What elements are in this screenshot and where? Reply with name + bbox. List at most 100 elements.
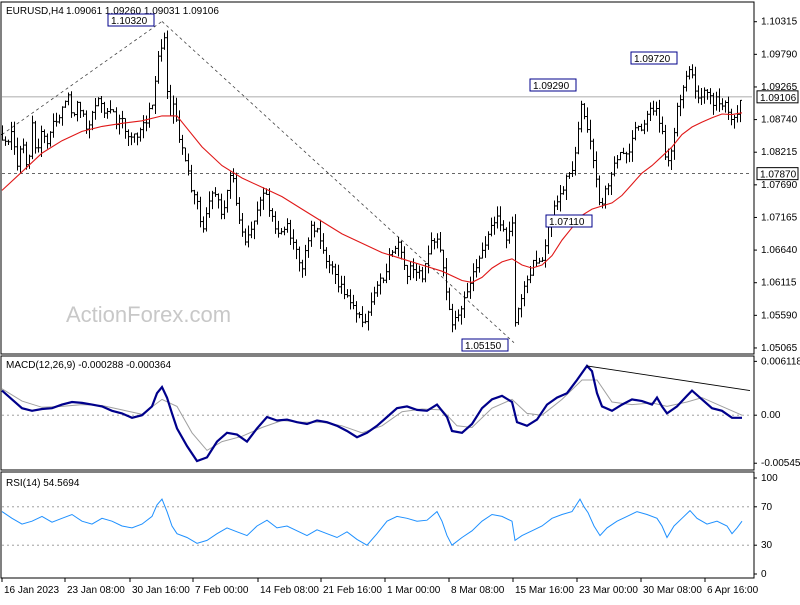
ohlc-bar [286, 218, 289, 233]
time-tick-label: 6 Apr 16:00 [707, 585, 759, 596]
ohlc-bar [316, 227, 319, 233]
ohlc-bar [457, 309, 460, 322]
ohlc-bar [487, 231, 490, 250]
ohlc-bar [691, 64, 694, 79]
ohlc-bar [67, 92, 70, 106]
ohlc-bar [94, 97, 97, 120]
ohlc-bar [103, 101, 106, 119]
annotation-label: 1.10320 [111, 16, 148, 27]
ohlc-bar [343, 275, 346, 300]
price-annotation: 1.09720 [630, 51, 678, 65]
current-price-box [756, 90, 799, 104]
ohlc-bar [709, 88, 712, 105]
watermark: ActionForex.com [66, 302, 231, 327]
time-tick-label: 15 Mar 16:00 [515, 585, 574, 596]
ohlc-bar [46, 133, 49, 149]
price-trendline-1 [161, 21, 515, 343]
ohlc-bar [454, 310, 457, 330]
ohlc-bar [259, 196, 262, 217]
ohlc-bar [718, 88, 721, 112]
time-tick-label: 16 Jan 2023 [4, 585, 59, 596]
annotation-label: 1.07110 [549, 217, 585, 228]
ohlc-bar [166, 30, 169, 99]
ohlc-bar [355, 301, 358, 323]
time-tick-label: 23 Mar 00:00 [579, 585, 638, 596]
ohlc-bar [334, 263, 337, 284]
annotation-box [545, 214, 593, 228]
ohlc-bar [520, 294, 523, 318]
ohlc-bar [118, 114, 121, 135]
ohlc-bar [466, 282, 469, 299]
ohlc-bar [619, 151, 622, 161]
ohlc-bar [649, 102, 652, 122]
time-tick-label: 7 Feb 00:00 [195, 585, 249, 596]
ohlc-bar [700, 87, 703, 106]
time-tick-label: 30 Mar 08:00 [643, 585, 702, 596]
ohlc-bar [262, 187, 265, 210]
ohlc-bar [142, 115, 145, 139]
annotation-box [107, 13, 155, 27]
ohlc-bar [670, 148, 673, 171]
time-tick-label: 23 Jan 08:00 [67, 585, 125, 596]
rsi-line [1, 498, 743, 546]
ohlc-bar [565, 174, 568, 200]
ohlc-bar [658, 99, 661, 133]
rsi-panel-frame [0, 471, 755, 579]
ohlc-bar [289, 219, 292, 245]
macd-line [1, 364, 742, 463]
ohlc-bar [451, 303, 454, 333]
rsi-axis: 100 70 30 0 [754, 473, 778, 580]
ohlc-bar [655, 101, 658, 116]
ohlc-bar [313, 221, 316, 238]
price-layer: 1.10320 1.05150 1.09290 1.07110 1.09720 [1, 13, 752, 352]
ohlc-bar [400, 240, 403, 260]
ohlc-bar [7, 139, 10, 146]
ohlc-bar [481, 242, 484, 259]
ohlc-bar [697, 85, 700, 104]
ohlc-bar [133, 133, 136, 143]
ohlc-bar [307, 237, 310, 258]
ohlc-bar [1, 125, 4, 141]
ohlc-bar [394, 245, 397, 254]
ohlc-bar [199, 196, 202, 228]
ohlc-bar [712, 92, 715, 115]
ohlc-bar [739, 99, 742, 123]
ohlc-bar [595, 151, 598, 188]
ohlc-bar [505, 227, 508, 249]
ohlc-bar [52, 113, 55, 138]
ohlc-bar [34, 120, 37, 154]
ohlc-bar [292, 229, 295, 250]
ohlc-bar [217, 193, 220, 209]
ohlc-bar [157, 50, 160, 84]
ohlc-bar [82, 109, 85, 117]
macd-tick-label: 0.006118 [761, 356, 800, 367]
ohlc-bar [25, 141, 28, 170]
moving-average-line [1, 112, 743, 283]
ohlc-bar [724, 100, 727, 113]
annotation-label: 1.09290 [533, 81, 570, 92]
ohlc-bar [358, 311, 361, 319]
rsi-tick-label: 100 [761, 473, 778, 484]
ohlc-bar [556, 195, 559, 211]
ohlc-bar [4, 136, 7, 146]
price-trendline-0 [1, 21, 163, 135]
rsi-tick-label: 70 [761, 502, 773, 513]
ohlc-bar [427, 245, 430, 274]
price-axis: 1.10315 1.09790 1.09265 1.08740 1.08215 1.076… [754, 17, 799, 354]
rsi-label: RSI(14) 54.5694 [6, 478, 80, 489]
price-tick-label: 1.05590 [761, 310, 798, 321]
ohlc-bar [127, 129, 130, 146]
ohlc-bar [376, 281, 379, 297]
time-tick-label: 8 Mar 08:00 [451, 585, 505, 596]
ohlc-bar [10, 121, 13, 150]
ohlc-bar [241, 213, 244, 237]
ohlc-bar [679, 94, 682, 117]
rsi-tick-label: 30 [761, 540, 773, 551]
ohlc-bar [160, 39, 163, 62]
annotation-box [630, 51, 678, 65]
ohlc-bar [319, 219, 322, 250]
ohlc-bar [40, 125, 43, 158]
macd-tick-label: -0.005458 [761, 458, 800, 469]
ohlc-bar [688, 66, 691, 80]
annotation-label: 1.09720 [634, 54, 671, 65]
